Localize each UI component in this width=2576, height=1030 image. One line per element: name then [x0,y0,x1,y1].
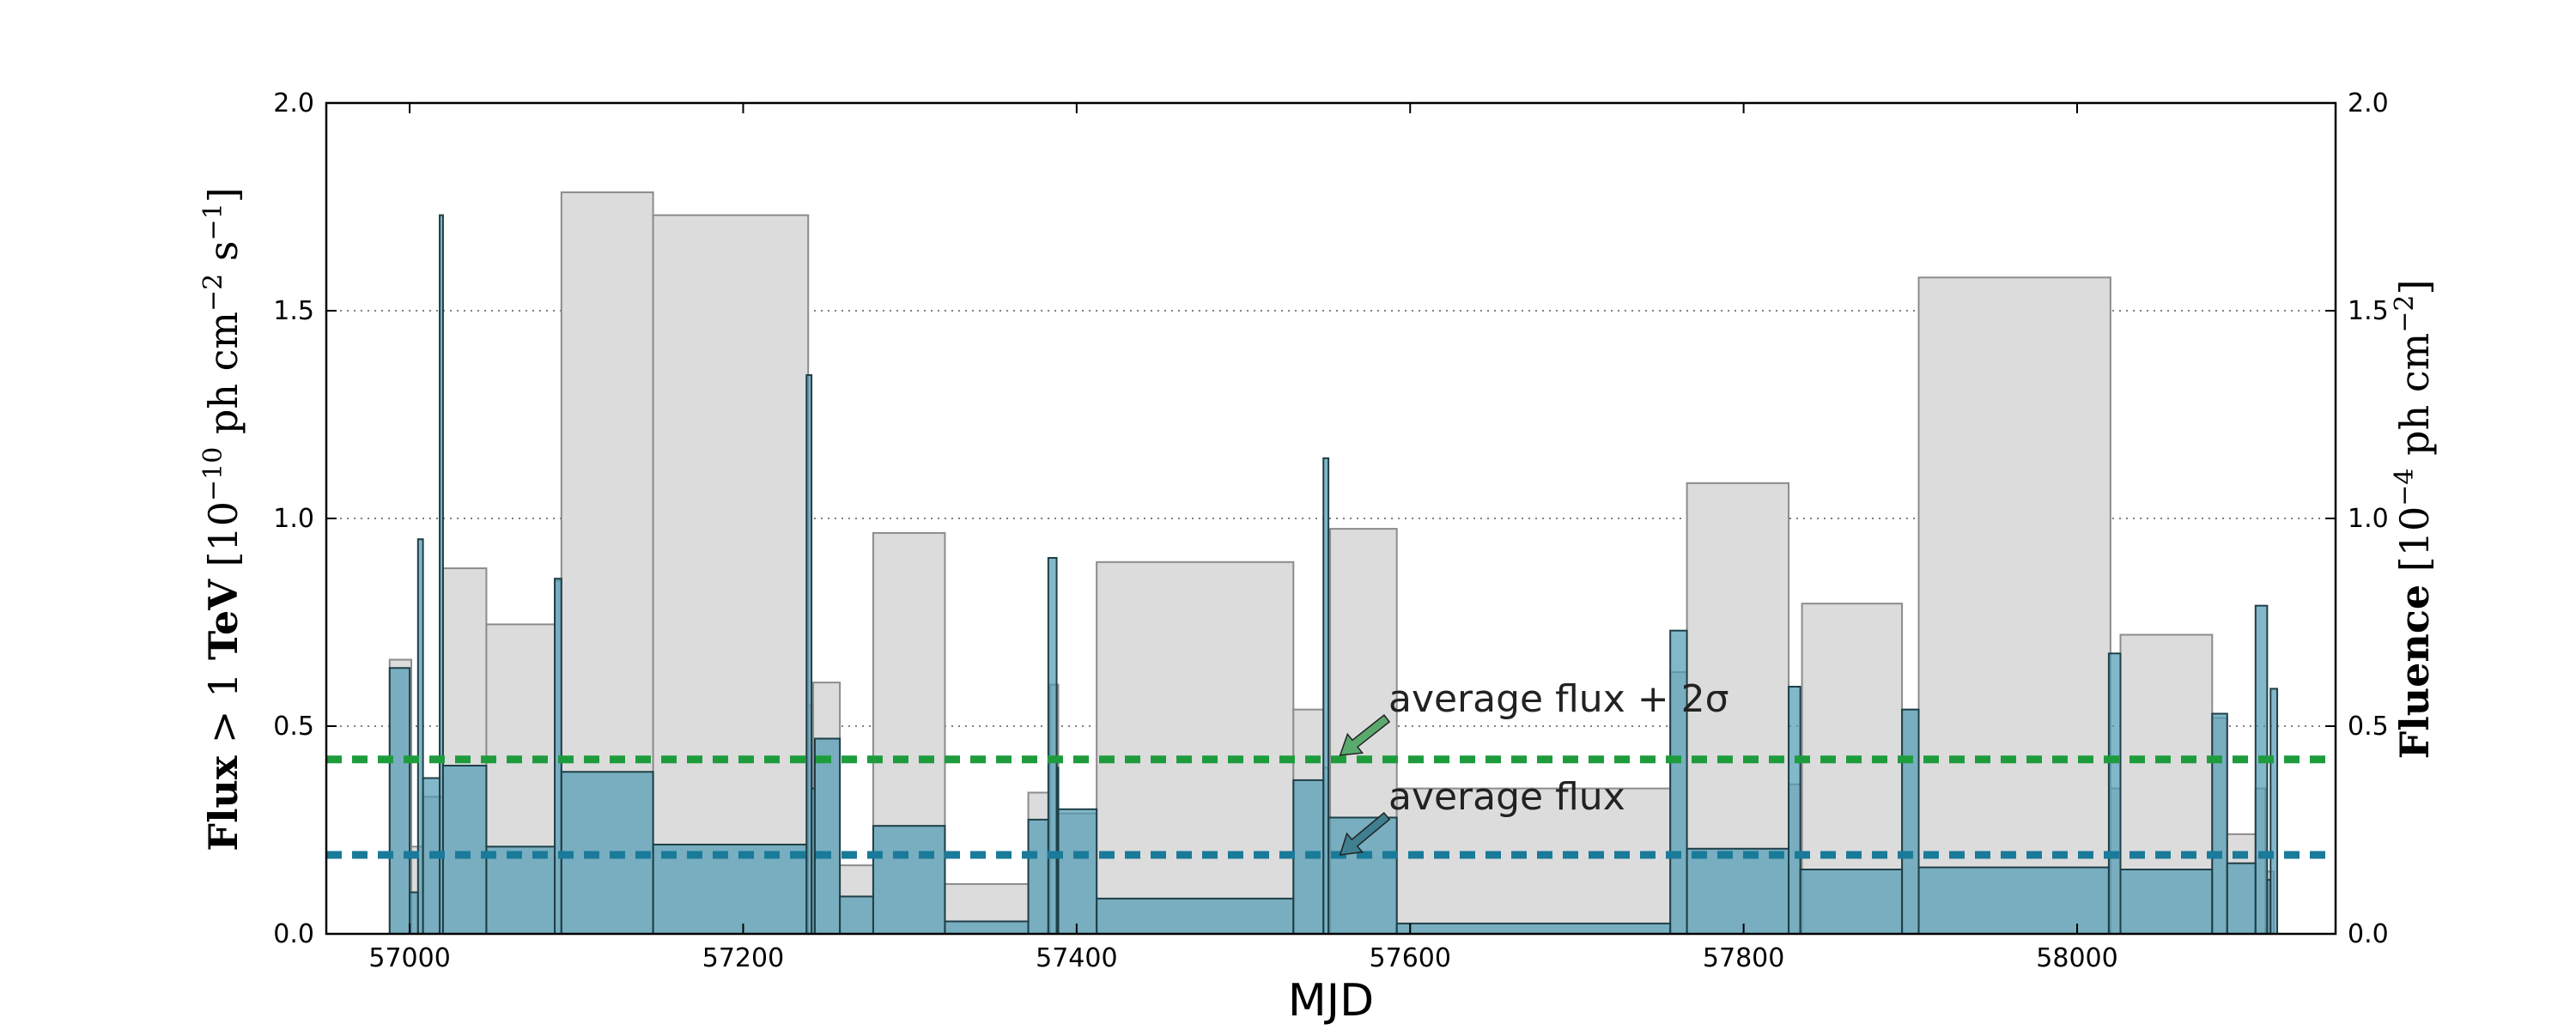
flux-bar [1669,629,1688,935]
flux-bar [2119,868,2214,935]
axis-label-part: −4 [2390,468,2420,506]
reference-lines [326,755,2336,859]
x-tick-label: 57600 [1370,943,1451,973]
flux-bar [944,920,1030,935]
annotation-label: average flux + 2σ [1388,677,1728,721]
y-axis-left-ticks: 0.0 0.5 1.0 1.5 2.0 [273,88,337,949]
annotation-arrow [1339,811,1391,856]
flux-bar [2211,712,2228,935]
y-tick-label-left: 0.0 [273,919,314,949]
fluence-bar [652,214,810,935]
annotation-arrow [1339,714,1391,756]
axis-label-part: [10 [200,501,246,579]
axis-label-part: −1 [198,203,228,240]
flux-bar [2269,688,2279,935]
y-tick-label-right: 1.5 [2348,296,2389,326]
axis-label-part: −2 [2390,295,2420,333]
flux-bar [1027,818,1049,936]
y-tick-label-right: 0.5 [2348,712,2389,742]
axis-label-part: ph cm [2391,333,2438,469]
flux-bar [485,845,556,935]
y-axis-right-ticks: 0.0 0.5 1.0 1.5 2.0 [2325,88,2389,949]
flux-bar [409,891,419,935]
x-axis-label: MJD [1288,975,1374,1027]
flux-bar [1686,847,1790,936]
flux-bar [839,895,874,935]
axis-label-part: TeV [200,579,246,660]
flux-bar [1057,808,1098,935]
y-tick-label-left: 1.5 [273,296,314,326]
flux-bar [2254,604,2269,935]
flux-bar [1047,556,1058,935]
x-tick-label: 57800 [1703,943,1784,973]
flux-bar [2107,652,2122,935]
y-tick-label-right: 2.0 [2348,88,2389,118]
y-tick-label-left: 2.0 [273,88,314,118]
flux-bar [1096,897,1295,935]
flux-bar [872,825,946,935]
axis-label-part: ph cm [200,312,246,447]
flux-bar [1901,708,1920,935]
flux-bar [1395,922,1672,936]
annotation-label: average flux [1388,775,1625,819]
annotations: average flux + 2σ average flux [1339,677,1728,856]
x-tick-label: 57400 [1036,943,1117,973]
axis-label-part: Fluence [2391,585,2438,760]
x-tick-label: 57200 [702,943,784,973]
fluence-bar [1395,787,1672,935]
flux-bar [1917,866,2110,935]
x-tick-label: 57000 [368,943,450,973]
axis-label-part: −10 [198,447,228,501]
y-tick-label-left: 0.5 [273,712,314,742]
flux-bar [1799,868,1904,935]
x-axis-ticks: 57000 57200 57400 57600 57800 58000 [368,103,2118,973]
flux-bar [388,667,411,935]
x-tick-label: 58000 [2036,943,2117,973]
axis-label-part: > 1 [200,660,246,756]
axis-label-part: Flux [200,755,246,851]
flux-bar [813,737,841,936]
flux-bar [1327,816,1398,935]
axis-label-part: [10 [2391,506,2438,585]
y-axis-right-label: Fluence [10−4 ph cm−2] [2390,280,2438,760]
axis-label-part: −2 [198,274,228,312]
fluence-bar [1917,276,2111,935]
axis-label-part: ] [200,187,246,203]
y-tick-label-left: 1.0 [273,504,314,534]
y-tick-label-right: 0.0 [2348,919,2389,949]
axis-label-part: ] [2391,280,2438,295]
y-tick-label-right: 1.0 [2348,504,2389,534]
axis-label-part: s [200,240,246,273]
y-axis-left-label: Flux > 1 TeV [10−10 ph cm−2 s−1] [198,187,246,851]
flux-bar [441,764,488,935]
flux-bar [1788,686,1801,936]
fluence-bar [1096,560,1295,935]
flux-bar [2226,862,2257,935]
